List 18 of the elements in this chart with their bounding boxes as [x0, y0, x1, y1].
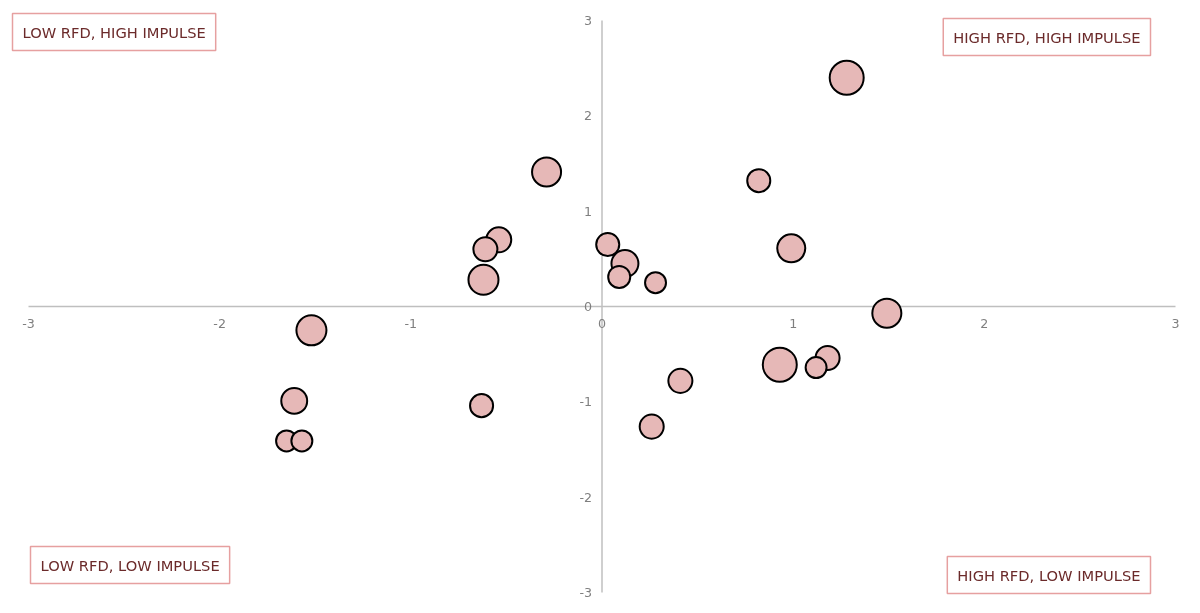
y-tick-label: -1	[579, 394, 593, 410]
y-tick-label: 3	[583, 13, 593, 28]
x-tick-label: -1	[404, 315, 418, 331]
y-tick-label: 0	[583, 299, 593, 314]
annotation: LOW RFD, HIGH IMPULSE	[22, 23, 206, 41]
y-tick-label: -3	[579, 585, 593, 600]
y-tick-label: -2	[579, 489, 593, 505]
x-tick-label: 0	[597, 315, 607, 331]
x-tick-label: 3	[1171, 315, 1180, 331]
x-tick-label: -2	[213, 315, 226, 331]
x-tick-label: 1	[789, 315, 798, 331]
x-tick-label: -3	[22, 315, 35, 331]
y-tick-label: 1	[583, 203, 593, 219]
y-tick-label: 2	[583, 108, 593, 124]
annotation: HIGH RFD, HIGH IMPULSE	[953, 28, 1141, 46]
annotation: LOW RFD, LOW IMPULSE	[40, 556, 220, 574]
x-tick-label: 2	[980, 315, 989, 331]
annotation: HIGH RFD, LOW IMPULSE	[957, 566, 1141, 584]
